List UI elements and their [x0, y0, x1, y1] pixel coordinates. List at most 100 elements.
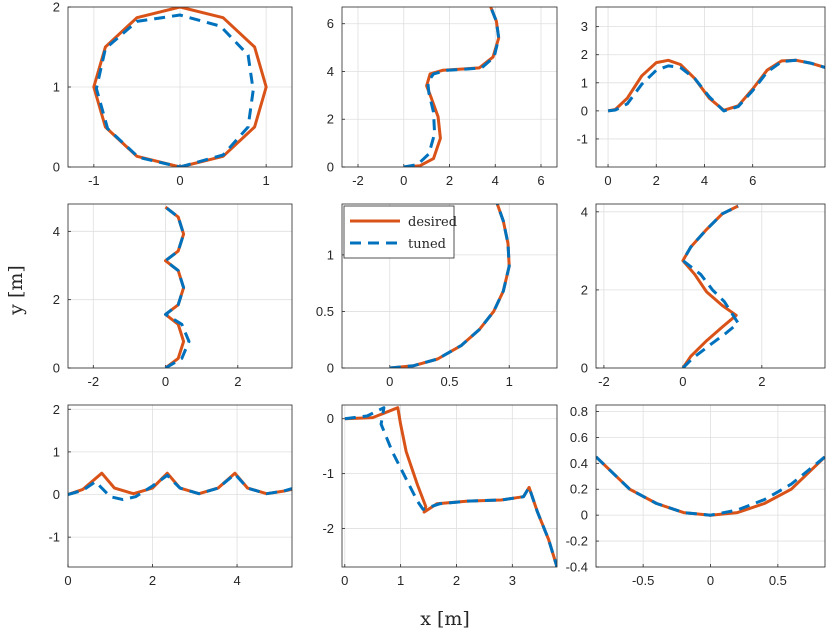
x-tick-label: 4 [492, 173, 499, 188]
x-tick-label: 1 [263, 173, 270, 188]
series-line-tuned [389, 204, 511, 368]
x-tick-label: 0.5 [440, 374, 458, 389]
x-tick-label: 0 [64, 573, 71, 588]
x-tick-label: 2 [149, 573, 156, 588]
y-tick-label: 0 [581, 361, 588, 376]
legend-label-desired: desired [408, 215, 457, 230]
y-tick-label: 0 [327, 361, 334, 376]
y-tick-label: 0 [53, 361, 60, 376]
y-tick-label: -1 [322, 466, 334, 481]
y-tick-label: 4 [581, 204, 588, 219]
plot-area [596, 7, 825, 167]
series-group [681, 204, 740, 368]
x-tick-label: -2 [88, 374, 100, 389]
y-tick-label: 2 [581, 47, 588, 62]
y-tick-label: 1 [327, 247, 334, 262]
y-tick-label: 4 [53, 224, 60, 239]
y-tick-label: -0.2 [566, 534, 588, 549]
y-tick-label: 4 [327, 64, 334, 79]
series-line-tuned [403, 7, 501, 167]
axes-box [67, 6, 293, 168]
y-tick-label: 2 [327, 112, 334, 127]
x-tick-label: 0 [386, 374, 393, 389]
series-line-tuned [607, 58, 825, 113]
subplot-6: -2 0 2 0 2 4 [581, 203, 826, 389]
y-tick-label: 1 [53, 444, 60, 459]
x-tick-label: 1 [397, 573, 404, 588]
y-tick-label: 0 [53, 160, 60, 175]
x-tick-label: -1 [88, 173, 100, 188]
series-group [164, 205, 191, 368]
x-tick-label: 1 [506, 374, 513, 389]
series-group [92, 7, 268, 167]
x-tick-label: -0.5 [632, 573, 654, 588]
y-tick-label: -0.4 [566, 560, 588, 575]
x-tick-label: 0 [341, 573, 348, 588]
subplot-2: -2 0 2 4 6 0 2 4 6 [327, 6, 558, 188]
x-tick-label: -2 [352, 173, 364, 188]
series-group [596, 455, 825, 517]
y-tick-label: 1 [581, 75, 588, 90]
series-line-tuned [344, 406, 557, 567]
axes-box [341, 404, 558, 568]
axes-box [67, 404, 293, 568]
y-tick-label: 2 [53, 402, 60, 417]
x-tick-label: 0 [604, 173, 611, 188]
y-tick-label: 2 [581, 282, 588, 297]
series-line-desired [681, 204, 739, 368]
x-tick-label: -2 [598, 374, 610, 389]
x-tick-label: 2 [453, 573, 460, 588]
x-axis-label: x [m] [420, 608, 470, 630]
series-group [389, 204, 511, 368]
x-tick-label: 2 [758, 374, 765, 389]
axes-box [67, 203, 293, 369]
subplot-4: -2 0 2 0 2 4 [53, 203, 293, 389]
x-tick-label: 2 [653, 173, 660, 188]
y-tick-label: 0.5 [316, 304, 334, 319]
legend-box [343, 205, 455, 259]
series-line-tuned [681, 204, 740, 368]
series-group [403, 7, 501, 167]
y-tick-label: 0 [327, 411, 334, 426]
subplot-8: 0 1 2 3 -2 -1 0 [322, 404, 558, 588]
y-tick-label: -2 [322, 521, 334, 536]
x-tick-label: 0 [679, 374, 686, 389]
x-tick-label: 6 [749, 173, 756, 188]
series-group [68, 471, 292, 502]
y-tick-label: 1 [53, 80, 60, 95]
y-tick-label: 0.2 [570, 482, 588, 497]
subplot-1: -1 0 1 0 1 2 [53, 0, 293, 188]
x-tick-label: 0 [400, 173, 407, 188]
y-tick-label: 2 [53, 292, 60, 307]
series-line-tuned [94, 13, 255, 167]
x-tick-label: 4 [233, 573, 240, 588]
series-line-desired [92, 7, 268, 167]
y-axis-label: y [m] [5, 265, 27, 316]
x-tick-label: 3 [509, 573, 516, 588]
y-tick-label: 0.6 [570, 430, 588, 445]
x-tick-label: 0 [707, 573, 714, 588]
legend-label-tuned: tuned [408, 237, 446, 252]
x-tick-label: 4 [701, 173, 708, 188]
x-tick-label: 2 [446, 173, 453, 188]
series-group [607, 58, 825, 113]
axes-box [341, 6, 558, 168]
axes-box [595, 404, 826, 568]
y-tick-label: 2 [53, 0, 60, 15]
x-tick-label: 6 [537, 173, 544, 188]
y-tick-label: -1 [576, 131, 588, 146]
y-tick-label: 0 [327, 160, 334, 175]
y-tick-label: 0 [581, 103, 588, 118]
y-tick-label: 0.4 [570, 456, 588, 471]
series-line-tuned [596, 455, 825, 517]
y-tick-label: 3 [581, 19, 588, 34]
series-line-tuned [164, 205, 191, 368]
plot-area [342, 405, 557, 567]
subplot-9: -0.5 0 0.5 -0.4 -0.2 0 0.2 0.4 0.6 0.8 [566, 404, 826, 588]
plot-area [68, 204, 292, 368]
legend: desired tuned [343, 205, 457, 259]
y-tick-label: 0 [53, 487, 60, 502]
y-tick-label: 0 [581, 508, 588, 523]
